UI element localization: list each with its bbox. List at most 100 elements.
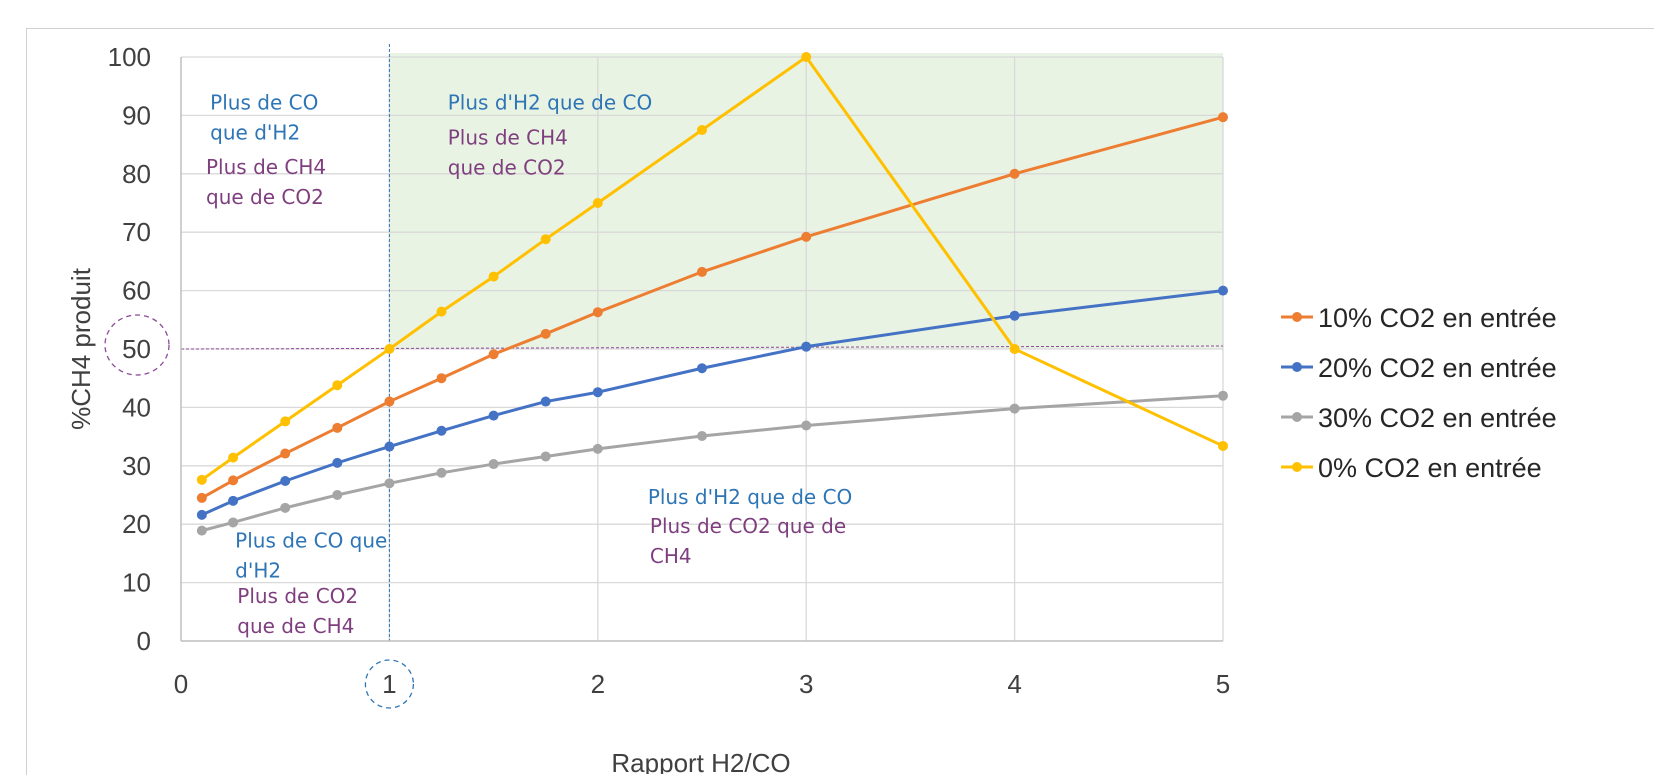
data-point — [384, 344, 395, 354]
data-point — [384, 441, 395, 452]
y-tick-label: 10 — [122, 568, 151, 598]
series-layer — [196, 52, 1228, 536]
data-point — [540, 234, 551, 245]
data-point — [592, 307, 603, 318]
data-point — [436, 373, 447, 384]
annotation-text: Plus de CH4 — [448, 126, 568, 150]
gridline-layer — [181, 56, 1224, 641]
data-point — [1218, 390, 1228, 401]
annotation-text: que de CO2 — [448, 156, 566, 180]
data-point — [228, 475, 239, 486]
legend-marker — [1292, 312, 1302, 322]
annotation-text: que de CH4 — [237, 614, 354, 638]
data-point — [384, 478, 395, 489]
y-axis-title: %CH4 produit — [66, 267, 96, 430]
y-tick-label: 100 — [108, 42, 151, 72]
x-tick-label: 1 — [382, 669, 396, 699]
legend-label: 0% CO2 en entrée — [1318, 453, 1542, 483]
data-point — [592, 198, 603, 208]
data-point — [280, 416, 291, 427]
y-tick-label: 20 — [122, 509, 151, 539]
data-point — [488, 349, 499, 360]
data-point — [488, 459, 499, 470]
x-tick-label: 3 — [799, 669, 813, 699]
legend-label: 20% CO2 en entrée — [1318, 353, 1557, 383]
legend-marker — [1292, 412, 1302, 422]
annotation-text: Plus de CO2 — [237, 584, 358, 608]
x-tick-label: 5 — [1216, 669, 1230, 699]
x-tick-label: 0 — [174, 669, 188, 699]
data-point — [332, 490, 343, 500]
data-point — [540, 451, 551, 462]
annotation-text: Plus de CH4 — [206, 155, 326, 179]
annotation-text: CH4 — [650, 544, 692, 568]
annotation-text: Plus d'H2 que de CO — [648, 485, 852, 509]
legend-label: 10% CO2 en entrée — [1318, 303, 1557, 333]
reference-line-layer — [104, 44, 1224, 709]
data-point — [1218, 112, 1228, 123]
annotation-text: que de CO2 — [206, 185, 324, 209]
data-point — [488, 271, 499, 282]
data-point — [436, 306, 447, 317]
y-tick-label: 50 — [122, 334, 151, 364]
y-tick-label: 90 — [122, 100, 151, 130]
data-point — [592, 443, 603, 454]
data-point — [697, 125, 707, 135]
data-point — [280, 475, 291, 486]
data-point — [697, 363, 707, 374]
highlight-circle-x1 — [364, 659, 415, 709]
data-point — [196, 492, 207, 503]
data-point — [1009, 403, 1020, 414]
data-point — [1009, 168, 1020, 179]
data-point — [592, 387, 603, 398]
legend-marker — [1292, 462, 1302, 472]
axis-layer: 0 10 20 30 40 50 60 70 80 90 100 0 1 2 3 4 5 — [108, 42, 1231, 699]
legend-layer: 10% CO2 en entrée 20% CO2 en entrée 30% CO… — [1281, 303, 1557, 483]
data-point — [1009, 310, 1020, 321]
data-point — [228, 495, 239, 506]
x-tick-label: 4 — [1007, 669, 1021, 699]
data-point — [196, 474, 207, 485]
data-point — [436, 467, 447, 478]
y-tick-label: 30 — [122, 451, 151, 481]
data-point — [1009, 344, 1020, 354]
data-point — [801, 231, 812, 242]
data-point — [801, 52, 812, 62]
data-point — [280, 448, 291, 459]
data-point — [1218, 440, 1228, 451]
highlight-circle-y50 — [104, 314, 170, 376]
data-point — [540, 396, 551, 407]
data-point — [436, 425, 447, 436]
x-tick-label: 2 — [591, 669, 605, 699]
data-point — [801, 341, 812, 352]
annotation-text: Plus d'H2 que de CO — [448, 91, 652, 115]
y-tick-label: 0 — [137, 626, 151, 656]
annotation-layer: Plus de CO que d'H2 Plus de CH4 que de CO2 P… — [206, 91, 852, 638]
y-tick-label: 60 — [122, 276, 151, 306]
x-axis-title: Rapport H2/CO — [611, 748, 790, 774]
data-point — [540, 328, 551, 339]
annotation-text: Plus de CO2 que de — [650, 514, 846, 538]
data-point — [196, 509, 207, 520]
data-point — [196, 525, 207, 536]
legend-marker — [1292, 362, 1302, 372]
data-point — [1218, 285, 1228, 296]
series-line — [201, 394, 1224, 533]
data-point — [384, 396, 395, 407]
annotation-text: Plus de CO que — [235, 529, 387, 553]
data-point — [228, 452, 239, 463]
data-point — [332, 380, 343, 391]
data-point — [280, 502, 291, 513]
data-point — [332, 457, 343, 468]
legend-label: 30% CO2 en entrée — [1318, 403, 1557, 433]
y-tick-label: 70 — [122, 217, 151, 247]
annotation-text: que d'H2 — [210, 121, 300, 145]
reference-line-y50 — [180, 345, 1224, 350]
data-point — [228, 517, 239, 528]
data-point — [801, 420, 812, 431]
data-point — [697, 266, 707, 277]
y-tick-label: 40 — [122, 392, 151, 422]
y-tick-label: 80 — [122, 159, 151, 189]
annotation-text: Plus de CO — [210, 91, 318, 115]
